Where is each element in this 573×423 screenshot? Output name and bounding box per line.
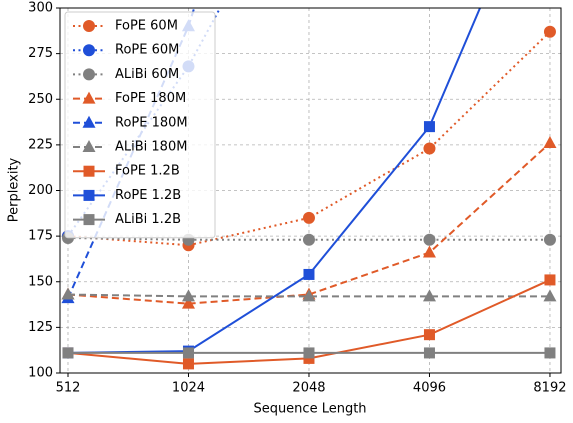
legend-label: FoPE 180M (115, 91, 186, 106)
series-line (67, 293, 550, 298)
marker (181, 289, 195, 302)
marker (423, 347, 435, 359)
series-line (67, 236, 550, 241)
marker (423, 233, 436, 246)
marker (544, 274, 556, 286)
y-tick-label: 200 (28, 183, 53, 198)
y-tick-label: 275 (28, 46, 53, 61)
legend-label: ALiBi 60M (115, 67, 179, 82)
legend-marker (83, 165, 95, 177)
x-tick-label: 8192 (533, 381, 566, 396)
marker (61, 287, 75, 300)
marker (62, 347, 74, 359)
marker (422, 245, 436, 258)
marker (302, 289, 316, 302)
y-tick-label: 125 (28, 320, 53, 335)
y-tick-label: 250 (28, 92, 53, 107)
marker (182, 358, 194, 370)
legend-label: ALiBi 1.2B (115, 212, 181, 227)
legend-label: ALiBi 180M (115, 140, 187, 155)
marker (423, 329, 435, 341)
legend-marker (83, 214, 95, 226)
y-tick-label: 225 (28, 137, 53, 152)
legend-label: FoPE 60M (115, 19, 178, 34)
marker (302, 211, 315, 224)
legend-label: RoPE 180M (115, 115, 188, 130)
legend-box (64, 11, 216, 239)
marker (543, 136, 557, 149)
y-tick-label: 100 (28, 366, 53, 381)
plot-frame (59, 7, 562, 374)
marker (423, 142, 436, 155)
marker (543, 25, 556, 38)
y-tick-label: 150 (28, 274, 53, 289)
x-tick-label: 512 (56, 381, 81, 396)
x-axis-label: Sequence Length (253, 402, 366, 417)
legend-marker (82, 115, 96, 128)
plot-area (61, 8, 557, 370)
marker (543, 233, 556, 246)
legend-label: RoPE 1.2B (115, 188, 181, 203)
legend-marker (83, 20, 95, 32)
legend-marker (82, 91, 96, 104)
marker (303, 268, 315, 280)
legend-label: FoPE 1.2B (115, 164, 180, 179)
marker (182, 347, 194, 359)
legend-label: RoPE 60M (115, 43, 179, 58)
marker (544, 347, 556, 359)
series-line (67, 142, 551, 305)
x-tick-label: 2048 (292, 381, 325, 396)
x-tick-label: 4096 (413, 381, 446, 396)
legend-marker (83, 189, 95, 201)
y-tick-label: 175 (28, 229, 53, 244)
x-tick-label: 1024 (172, 381, 205, 396)
marker (303, 347, 315, 359)
legend-marker (82, 140, 96, 152)
marker (181, 296, 195, 309)
marker (423, 121, 435, 133)
legend-marker (83, 44, 95, 57)
y-axis-label: Perplexity (7, 157, 22, 222)
y-tick-label: 300 (28, 1, 53, 16)
legend-marker (83, 68, 95, 81)
legend: FoPE 60M RoPE 60M ALiBi 60M FoPE 180M RoPE 1… (64, 11, 216, 239)
marker (543, 289, 557, 302)
marker (422, 289, 436, 302)
marker (302, 233, 315, 246)
